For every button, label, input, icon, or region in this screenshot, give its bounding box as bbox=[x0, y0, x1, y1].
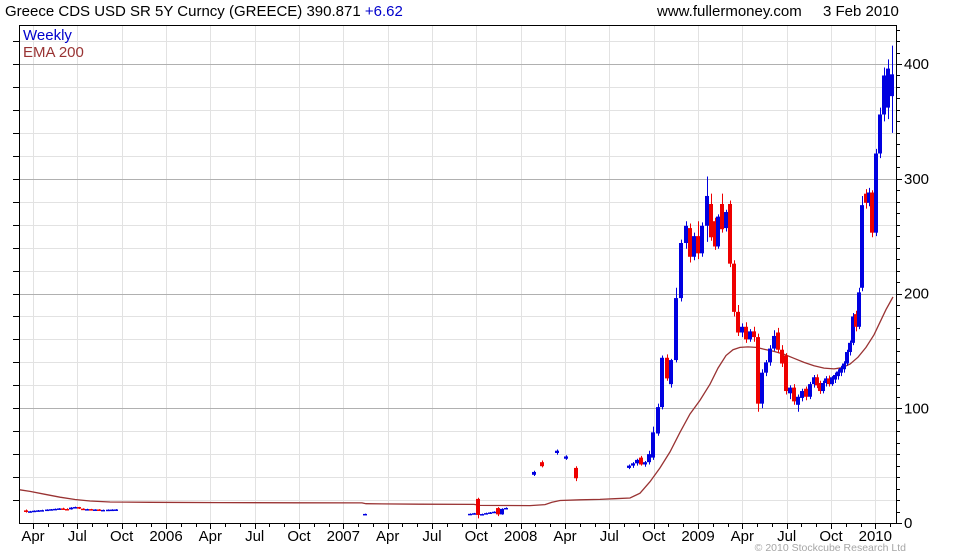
candlesticks bbox=[24, 45, 894, 519]
svg-text:Jul: Jul bbox=[422, 528, 441, 545]
instrument-title: Greece CDS USD SR 5Y Curncy (GREECE) 390… bbox=[5, 3, 361, 20]
legend-timeframe-label: Weekly bbox=[23, 27, 72, 44]
copyright-label: © 2010 Stockcube Research Ltd bbox=[754, 542, 906, 554]
svg-text:2009: 2009 bbox=[681, 528, 714, 545]
axis-labels: Apr Jul Oct 2006 Apr Jul Oct 2007 Apr Jul Oct 2008 A… bbox=[21, 56, 929, 545]
chart-title: Greece CDS USD SR 5Y Curncy (GREECE) 390… bbox=[5, 3, 403, 20]
date-label: 3 Feb 2010 bbox=[823, 3, 899, 20]
svg-text:Jul: Jul bbox=[245, 528, 264, 545]
chart-gridlines bbox=[19, 25, 896, 523]
svg-text:2008: 2008 bbox=[504, 528, 537, 545]
svg-text:Oct: Oct bbox=[465, 528, 489, 545]
svg-text:Jul: Jul bbox=[777, 528, 796, 545]
website-label: www.fullermoney.com bbox=[657, 3, 802, 20]
svg-text:2006: 2006 bbox=[149, 528, 182, 545]
ema-200-line bbox=[18, 296, 894, 507]
svg-text:Apr: Apr bbox=[553, 528, 576, 545]
svg-text:200: 200 bbox=[904, 286, 929, 303]
svg-text:100: 100 bbox=[904, 400, 929, 417]
svg-text:300: 300 bbox=[904, 171, 929, 188]
svg-text:Apr: Apr bbox=[376, 528, 399, 545]
svg-text:Apr: Apr bbox=[731, 528, 754, 545]
svg-text:2007: 2007 bbox=[327, 528, 360, 545]
svg-text:400: 400 bbox=[904, 56, 929, 73]
svg-text:0: 0 bbox=[904, 515, 912, 532]
legend-ema-label: EMA 200 bbox=[23, 44, 84, 61]
svg-text:Oct: Oct bbox=[287, 528, 311, 545]
svg-text:Oct: Oct bbox=[110, 528, 134, 545]
svg-text:Oct: Oct bbox=[819, 528, 843, 545]
svg-text:Jul: Jul bbox=[68, 528, 87, 545]
chart-axes bbox=[13, 25, 902, 529]
svg-text:Apr: Apr bbox=[199, 528, 222, 545]
svg-text:Jul: Jul bbox=[600, 528, 619, 545]
svg-text:Oct: Oct bbox=[642, 528, 666, 545]
svg-text:Apr: Apr bbox=[21, 528, 44, 545]
svg-text:2010: 2010 bbox=[859, 528, 892, 545]
price-change: +6.62 bbox=[364, 3, 403, 20]
